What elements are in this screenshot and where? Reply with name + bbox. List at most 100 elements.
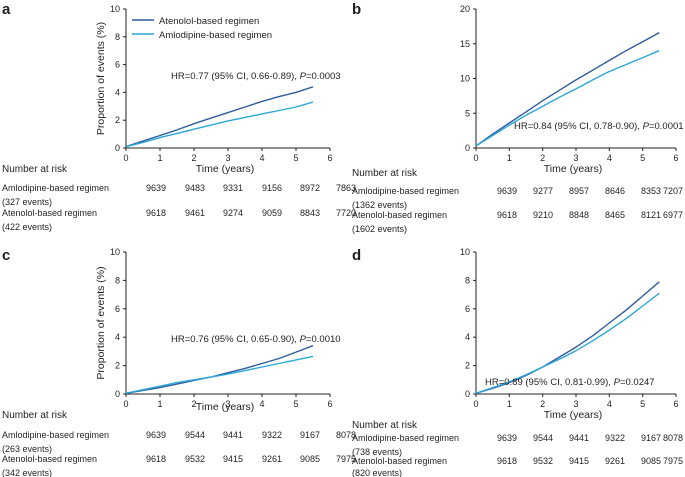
- y-tick-label: 20: [460, 4, 470, 14]
- series-line-atenolol: [125, 86, 314, 148]
- x-tick-label: 5: [293, 153, 298, 163]
- x-tick-label: 3: [225, 399, 230, 409]
- y-tick-label: 6: [115, 60, 120, 70]
- series-line-amlodipine: [125, 355, 314, 394]
- hazard-ratio-annotation: HR=0.76 (95% CI, 0.65-0.90), P=0.0010: [171, 334, 341, 345]
- chart-panel-b: 0 1 2 3 4 5 6 0 5 10 15 20 Time (years) HR=0.84 (95% …: [352, 4, 684, 234]
- y-tick-label: 6: [115, 304, 120, 314]
- x-tick-label: 6: [327, 399, 332, 409]
- risk-value: 9156: [262, 183, 282, 193]
- chart-panel-d: 0 1 2 3 4 5 6 0 2 4 6 8 10 Time (years) HR=0.89 (95% C…: [352, 247, 683, 477]
- risk-value: 9618: [146, 454, 166, 464]
- risk-value: 8646: [605, 186, 625, 196]
- risk-row-events: (263 events): [2, 444, 52, 454]
- x-tick-label: 1: [507, 153, 512, 163]
- y-tick-label: 8: [115, 275, 120, 285]
- y-tick-label: 8: [465, 275, 470, 285]
- risk-value: 9085: [641, 456, 661, 466]
- legend-label-amlodipine: Amlodipine-based regimen: [159, 30, 272, 41]
- legend-label-atenolol: Atenolol-based regimen: [159, 16, 259, 27]
- y-tick-label: 8: [115, 32, 120, 42]
- risk-value: 8121: [641, 210, 661, 220]
- risk-value: 9274: [223, 208, 243, 218]
- y-tick-label: 10: [110, 4, 120, 14]
- risk-value: 9167: [300, 430, 320, 440]
- x-axis-label: Time (years): [196, 163, 255, 175]
- risk-table-heading: Number at risk: [2, 410, 68, 421]
- risk-value: 7975: [336, 454, 356, 464]
- legend: Atenolol-based regimen Amlodipine-based …: [132, 16, 272, 41]
- risk-value: 6977: [663, 210, 683, 220]
- panel-letter-c: c: [2, 247, 10, 264]
- x-tick-label: 5: [293, 399, 298, 409]
- x-tick-label: 5: [640, 399, 645, 409]
- risk-value: 9261: [605, 456, 625, 466]
- risk-value: 9167: [641, 433, 661, 443]
- risk-value: 9085: [300, 454, 320, 464]
- y-tick-label: 6: [465, 304, 470, 314]
- y-tick-label: 0: [115, 389, 120, 399]
- y-tick-label: 0: [465, 143, 470, 153]
- x-tick-label: 6: [673, 399, 678, 409]
- y-tick-label: 5: [465, 108, 470, 118]
- risk-value: 9532: [185, 454, 205, 464]
- risk-row-events: (1602 events): [352, 224, 407, 234]
- panel-letter-b: b: [352, 1, 361, 18]
- risk-row-label: Atenolol-based regimen: [352, 456, 447, 466]
- risk-value: 9277: [533, 186, 553, 196]
- y-tick-label: 0: [115, 143, 120, 153]
- risk-row-label: Atenolol-based regimen: [352, 210, 447, 220]
- risk-value: 9639: [497, 186, 517, 196]
- risk-value: 8353: [641, 186, 661, 196]
- y-tick-label: 2: [115, 115, 120, 125]
- x-tick-label: 4: [259, 153, 264, 163]
- x-tick-label: 3: [573, 399, 578, 409]
- y-tick-label: 15: [460, 39, 470, 49]
- risk-value: 9544: [533, 433, 553, 443]
- risk-value: 9059: [262, 208, 282, 218]
- chart-panel-a: 0 1 2 3 4 5 6 0 2 4 6 8 10 Time (years) Proportion of …: [2, 4, 356, 232]
- risk-value: 9618: [146, 208, 166, 218]
- x-tick-label: 2: [191, 399, 196, 409]
- panel-letter-a: a: [2, 1, 11, 18]
- y-tick-label: 4: [115, 332, 120, 342]
- y-axis-label: Proportion of events (%): [95, 22, 107, 135]
- x-tick-label: 0: [123, 399, 128, 409]
- risk-table-heading: Number at risk: [352, 168, 418, 179]
- x-tick-label: 6: [327, 153, 332, 163]
- x-tick-label: 2: [540, 399, 545, 409]
- risk-value: 9639: [146, 430, 166, 440]
- risk-value: 9618: [497, 210, 517, 220]
- risk-value: 8465: [605, 210, 625, 220]
- series-line-atenolol: [125, 345, 314, 394]
- x-tick-label: 1: [507, 399, 512, 409]
- x-axis-label: Time (years): [544, 409, 603, 421]
- x-tick-label: 1: [157, 153, 162, 163]
- y-tick-label: 10: [460, 247, 470, 257]
- y-tick-label: 10: [460, 74, 470, 84]
- risk-row-label: Amlodipine-based regimen: [352, 186, 459, 196]
- x-tick-label: 4: [607, 153, 612, 163]
- x-tick-label: 3: [573, 153, 578, 163]
- y-tick-label: 2: [465, 361, 470, 371]
- y-tick-label: 4: [465, 332, 470, 342]
- risk-row-label: Atenolol-based regimen: [2, 208, 97, 218]
- x-tick-label: 0: [123, 153, 128, 163]
- risk-row-label: Amlodipine-based regimen: [2, 430, 109, 440]
- chart-panel-c: 0 1 2 3 4 5 6 0 2 4 6 8 10 Time (years) Proportion of …: [2, 247, 356, 477]
- risk-value: 9331: [223, 183, 243, 193]
- risk-value: 7207: [663, 186, 683, 196]
- x-tick-label: 1: [157, 399, 162, 409]
- y-tick-label: 2: [115, 361, 120, 371]
- risk-row-events: (342 events): [2, 468, 52, 477]
- x-tick-label: 5: [640, 153, 645, 163]
- risk-value: 8078: [336, 430, 356, 440]
- risk-value: 8078: [663, 433, 683, 443]
- risk-value: 9441: [223, 430, 243, 440]
- risk-value: 9322: [262, 430, 282, 440]
- risk-value: 9618: [497, 456, 517, 466]
- y-tick-label: 0: [465, 389, 470, 399]
- risk-value: 9261: [262, 454, 282, 464]
- risk-value: 9461: [185, 208, 205, 218]
